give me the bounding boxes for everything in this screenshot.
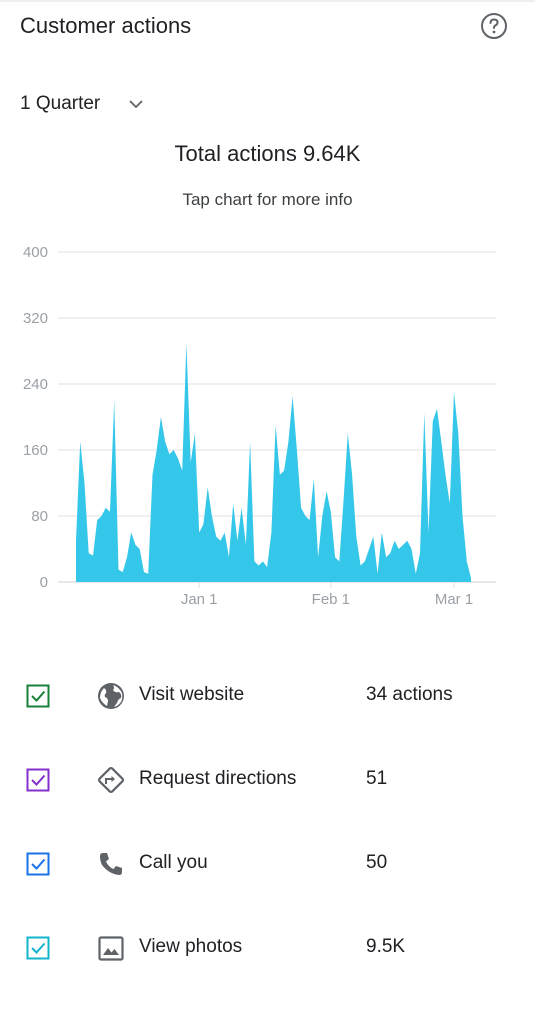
y-tick-label: 400 (23, 244, 48, 261)
period-selected-value: 1 Quarter (20, 93, 101, 114)
area-series-view-photos (76, 342, 471, 582)
directions-icon (98, 767, 124, 793)
x-tick-label: Mar 1 (435, 591, 473, 608)
chart-hint: Tap chart for more info (182, 190, 353, 209)
card-header: Customer actions (20, 12, 515, 42)
legend-row-visit-website: Visit website 34 actions (0, 677, 535, 721)
legend-label-call-you: Call you (139, 852, 208, 873)
legend-value-view-photos: 9.5K (366, 936, 406, 957)
globe-icon (98, 683, 124, 709)
period-dropdown[interactable]: 1 Quarter (20, 90, 144, 118)
y-tick-label: 0 (40, 574, 48, 591)
checkbox-call-you[interactable] (26, 852, 50, 876)
legend-row-view-photos: View photos 9.5K (0, 929, 535, 973)
legend-label-request-directions: Request directions (139, 768, 297, 789)
checkbox-view-photos[interactable] (26, 936, 50, 960)
y-tick-label: 240 (23, 376, 48, 393)
help-circle-icon[interactable] (479, 11, 509, 41)
x-tick-label: Jan 1 (181, 591, 218, 608)
customer-actions-chart[interactable]: 0 80 160 240 320 400 Jan 1 Feb 1 Mar 1 (0, 236, 535, 616)
legend-value-request-directions: 51 (366, 768, 388, 789)
phone-icon (100, 853, 122, 875)
y-tick-label: 320 (23, 310, 48, 327)
top-divider (0, 0, 535, 2)
legend-row-request-directions: Request directions 51 (0, 761, 535, 805)
legend-label-view-photos: View photos (139, 936, 243, 957)
checkbox-visit-website[interactable] (26, 684, 50, 708)
y-tick-label: 160 (23, 442, 48, 459)
y-tick-label: 80 (31, 508, 48, 525)
legend-label-visit-website: Visit website (139, 684, 245, 705)
checkbox-request-directions[interactable] (26, 768, 50, 792)
legend-value-call-you: 50 (366, 852, 388, 873)
total-actions: Total actions 9.64K (174, 141, 361, 166)
legend-value-visit-website: 34 actions (366, 684, 453, 705)
image-icon (98, 936, 124, 961)
legend-row-call-you: Call you 50 (0, 845, 535, 889)
x-tick-label: Feb 1 (312, 591, 350, 608)
chevron-down-icon (129, 100, 143, 109)
card-title: Customer actions (20, 13, 192, 38)
